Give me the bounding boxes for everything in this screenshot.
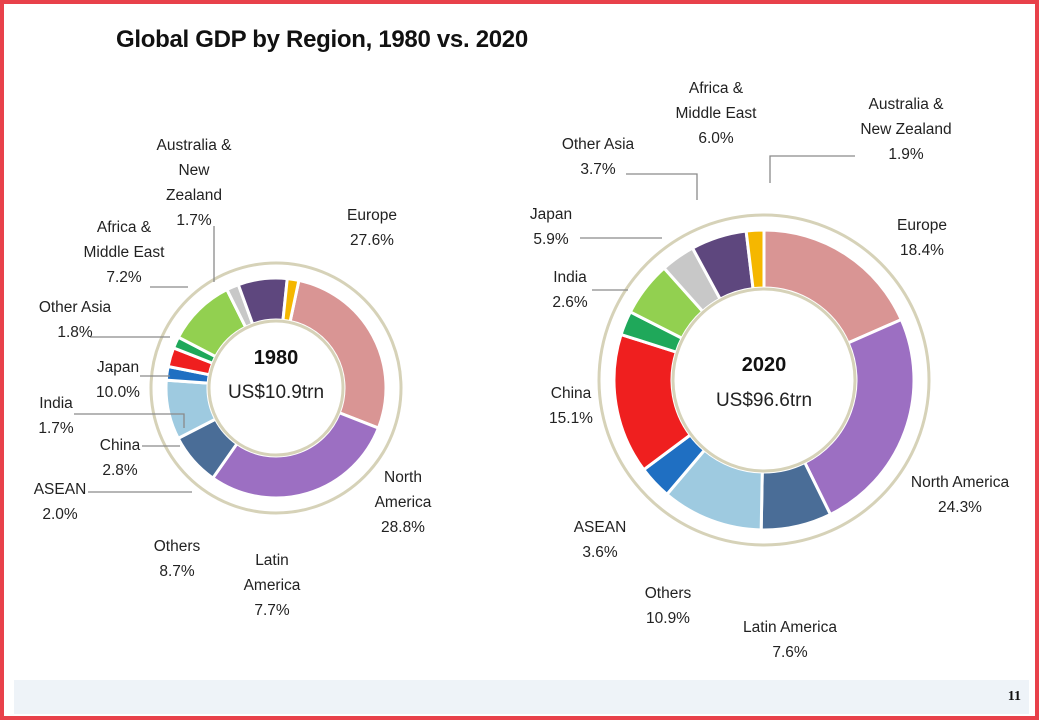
- data-label-1980-europe: Europe 27.6%: [347, 207, 397, 249]
- data-label-2020-others: Others 10.9%: [645, 585, 692, 627]
- data-label-1980-asean: ASEAN 2.0%: [34, 481, 87, 523]
- page-number: 11: [1007, 689, 1021, 704]
- chart-title: Global GDP by Region, 1980 vs. 2020: [116, 26, 528, 53]
- center-year-2020: 2020: [742, 354, 787, 376]
- data-label-1980-others: Others 8.7%: [154, 538, 201, 580]
- donut-1980: 1980 US$10.9trn Europe 27.6% North America 28.…: [34, 137, 432, 619]
- leader-line-2020-australia-and-new-zealand: [769, 155, 855, 183]
- data-label-2020-china: China 15.1%: [549, 385, 593, 427]
- data-label-2020-north-america: North America 24.3%: [911, 474, 1010, 516]
- data-label-2020-europe: Europe 18.4%: [897, 217, 947, 259]
- data-label-2020-japan: Japan 5.9%: [530, 206, 572, 248]
- outer-ring-2020: [597, 213, 931, 547]
- data-label-1980-latin-america: Latin America 7.7%: [244, 552, 301, 619]
- leader-line-1980-india: [74, 413, 185, 428]
- data-label-1980-australia-and-new-zealand: Australia & New Zealand 1.7%: [157, 137, 233, 229]
- data-label-1980-china: China 2.8%: [100, 437, 141, 479]
- data-label-1980-japan: Japan 10.0%: [96, 359, 140, 401]
- center-total-1980: US$10.9trn: [228, 382, 324, 403]
- data-label-2020-other-asia: Other Asia 3.7%: [562, 136, 635, 178]
- data-label-2020-india: India 2.6%: [552, 269, 588, 311]
- data-label-2020-africa-and-middle-east: Africa & Middle East 6.0%: [676, 80, 758, 147]
- inner-ring-1980: [207, 319, 345, 457]
- data-label-1980-africa-and-middle-east: Africa & Middle East 7.2%: [84, 219, 166, 286]
- data-label-1980-india: India 1.7%: [38, 395, 74, 437]
- donut-2020: 2020 US$96.6trn Europe 18.4% North America 24…: [530, 80, 1010, 661]
- inner-ring-2020: [671, 287, 857, 473]
- outer-ring-1980: [149, 261, 403, 515]
- data-label-2020-australia-and-new-zealand: Australia & New Zealand 1.9%: [860, 96, 951, 163]
- data-label-2020-latin-america: Latin America 7.6%: [743, 619, 837, 661]
- leader-line-2020-other-asia: [626, 173, 698, 200]
- data-label-1980-other-asia: Other Asia 1.8%: [39, 299, 112, 341]
- center-year-1980: 1980: [254, 347, 299, 369]
- footer-strip: [14, 680, 1029, 714]
- data-label-1980-north-america: North America 28.8%: [375, 469, 432, 536]
- center-total-2020: US$96.6trn: [716, 390, 812, 411]
- data-label-2020-asean: ASEAN 3.6%: [574, 519, 627, 561]
